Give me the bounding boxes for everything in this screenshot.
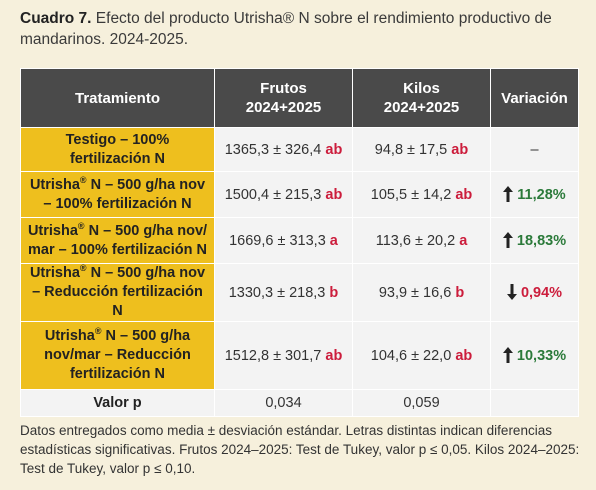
row-kilos: 113,6 ± 20,2 a [352, 217, 491, 264]
row-variation: 10,33% [490, 321, 579, 390]
kilos-letter: ab [455, 347, 473, 364]
pvalue-label: Valor p [20, 389, 215, 417]
row-treatment: Utrisha® N – 500 g/ha nov – 100% fertiliz… [20, 171, 215, 218]
caption-label: Cuadro 7. [20, 10, 92, 27]
table-row: Utrisha® N – 500 g/ha nov – 100% fertiliz… [20, 171, 579, 218]
fruits-letter: ab [325, 141, 343, 158]
pvalue-kilos: 0,059 [352, 389, 491, 417]
fruits-letter: a [329, 232, 338, 249]
row-treatment: Testigo – 100% fertilización N [20, 127, 215, 172]
kilos-value: 94,8 ± 17,5 [374, 141, 448, 158]
row-kilos: 93,9 ± 16,6 b [352, 263, 491, 322]
header-fruits-line1: Frutos [260, 80, 307, 97]
kilos-value: 113,6 ± 20,2 [375, 232, 456, 249]
fruits-value: 1365,3 ± 326,4 [224, 141, 322, 158]
table-caption: Cuadro 7. Efecto del producto Utrisha® N… [20, 8, 580, 50]
table-row: Utrisha® N – 500 g/ha nov/mar – Reducción… [20, 321, 579, 390]
row-variation: 0,94% [490, 263, 579, 322]
header-treatment: Tratamiento [20, 68, 215, 128]
pvalue-fruits: 0,034 [214, 389, 353, 417]
table-row: Utrisha® N – 500 g/ha nov – Reducción fer… [20, 263, 579, 322]
arrow-up-icon [502, 232, 513, 248]
variation-value: 11,28% [517, 187, 566, 203]
fruits-value: 1512,8 ± 301,7 [224, 347, 322, 364]
kilos-letter: a [459, 232, 468, 249]
row-variation: 11,28% [490, 171, 579, 218]
fruits-letter: b [329, 284, 339, 301]
kilos-value: 104,6 ± 22,0 [370, 347, 452, 364]
variation-value: 0,94% [520, 285, 563, 301]
row-fruits: 1669,6 ± 313,3 a [214, 217, 353, 264]
row-fruits: 1365,3 ± 326,4 ab [214, 127, 353, 172]
row-fruits: 1330,3 ± 218,3 b [214, 263, 353, 322]
kilos-value: 105,5 ± 14,2 [370, 186, 452, 203]
table-row: Testigo – 100% fertilización N 1365,3 ± … [20, 127, 579, 172]
pvalue-row: Valor p 0,034 0,059 [20, 389, 579, 417]
row-variation: – [490, 127, 579, 172]
row-kilos: 94,8 ± 17,5 ab [352, 127, 491, 172]
fruits-value: 1669,6 ± 313,3 [229, 232, 326, 249]
header-variation: Variación [490, 68, 579, 128]
row-treatment: Utrisha® N – 500 g/ha nov/mar – Reducción… [20, 321, 215, 390]
row-treatment: Utrisha® N – 500 g/ha nov – Reducción fer… [20, 263, 215, 322]
table-footnote: Datos entregados como media ± desviación… [20, 423, 580, 476]
arrow-up-icon [502, 347, 513, 363]
variation-value: – [530, 141, 539, 158]
fruits-value: 1500,4 ± 215,3 [224, 186, 322, 203]
header-fruits-line2: 2024+2025 [245, 99, 322, 116]
arrow-up-icon [503, 186, 514, 202]
variation-value: 18,83% [516, 233, 567, 249]
header-kilos-line2: 2024+2025 [383, 99, 460, 116]
row-fruits: 1500,4 ± 215,3 ab [214, 171, 353, 218]
fruits-value: 1330,3 ± 218,3 [228, 284, 326, 301]
pvalue-variation [490, 389, 579, 417]
kilos-letter: ab [455, 186, 473, 203]
kilos-letter: ab [451, 141, 469, 158]
row-fruits: 1512,8 ± 301,7 ab [214, 321, 353, 390]
arrow-down-icon [506, 284, 517, 300]
kilos-letter: b [455, 284, 465, 301]
header-kilos-line1: Kilos [403, 80, 440, 97]
table-row: Utrisha® N – 500 g/ha nov/mar – 100% fer… [20, 217, 579, 264]
results-table: Tratamiento Frutos 2024+2025 Kilos 2024+… [20, 68, 579, 417]
row-variation: 18,83% [490, 217, 579, 264]
row-kilos: 105,5 ± 14,2 ab [352, 171, 491, 218]
fruits-letter: ab [325, 186, 343, 203]
row-treatment: Utrisha® N – 500 g/ha nov/mar – 100% fer… [20, 217, 215, 264]
kilos-value: 93,9 ± 16,6 [378, 284, 452, 301]
variation-value: 10,33% [516, 348, 567, 364]
header-kilos: Kilos 2024+2025 [352, 68, 491, 128]
fruits-letter: ab [325, 347, 343, 364]
caption-text: Efecto del producto Utrisha® N sobre el … [20, 10, 552, 48]
header-fruits: Frutos 2024+2025 [214, 68, 353, 128]
row-kilos: 104,6 ± 22,0 ab [352, 321, 491, 390]
table-header-row: Tratamiento Frutos 2024+2025 Kilos 2024+… [20, 68, 579, 128]
